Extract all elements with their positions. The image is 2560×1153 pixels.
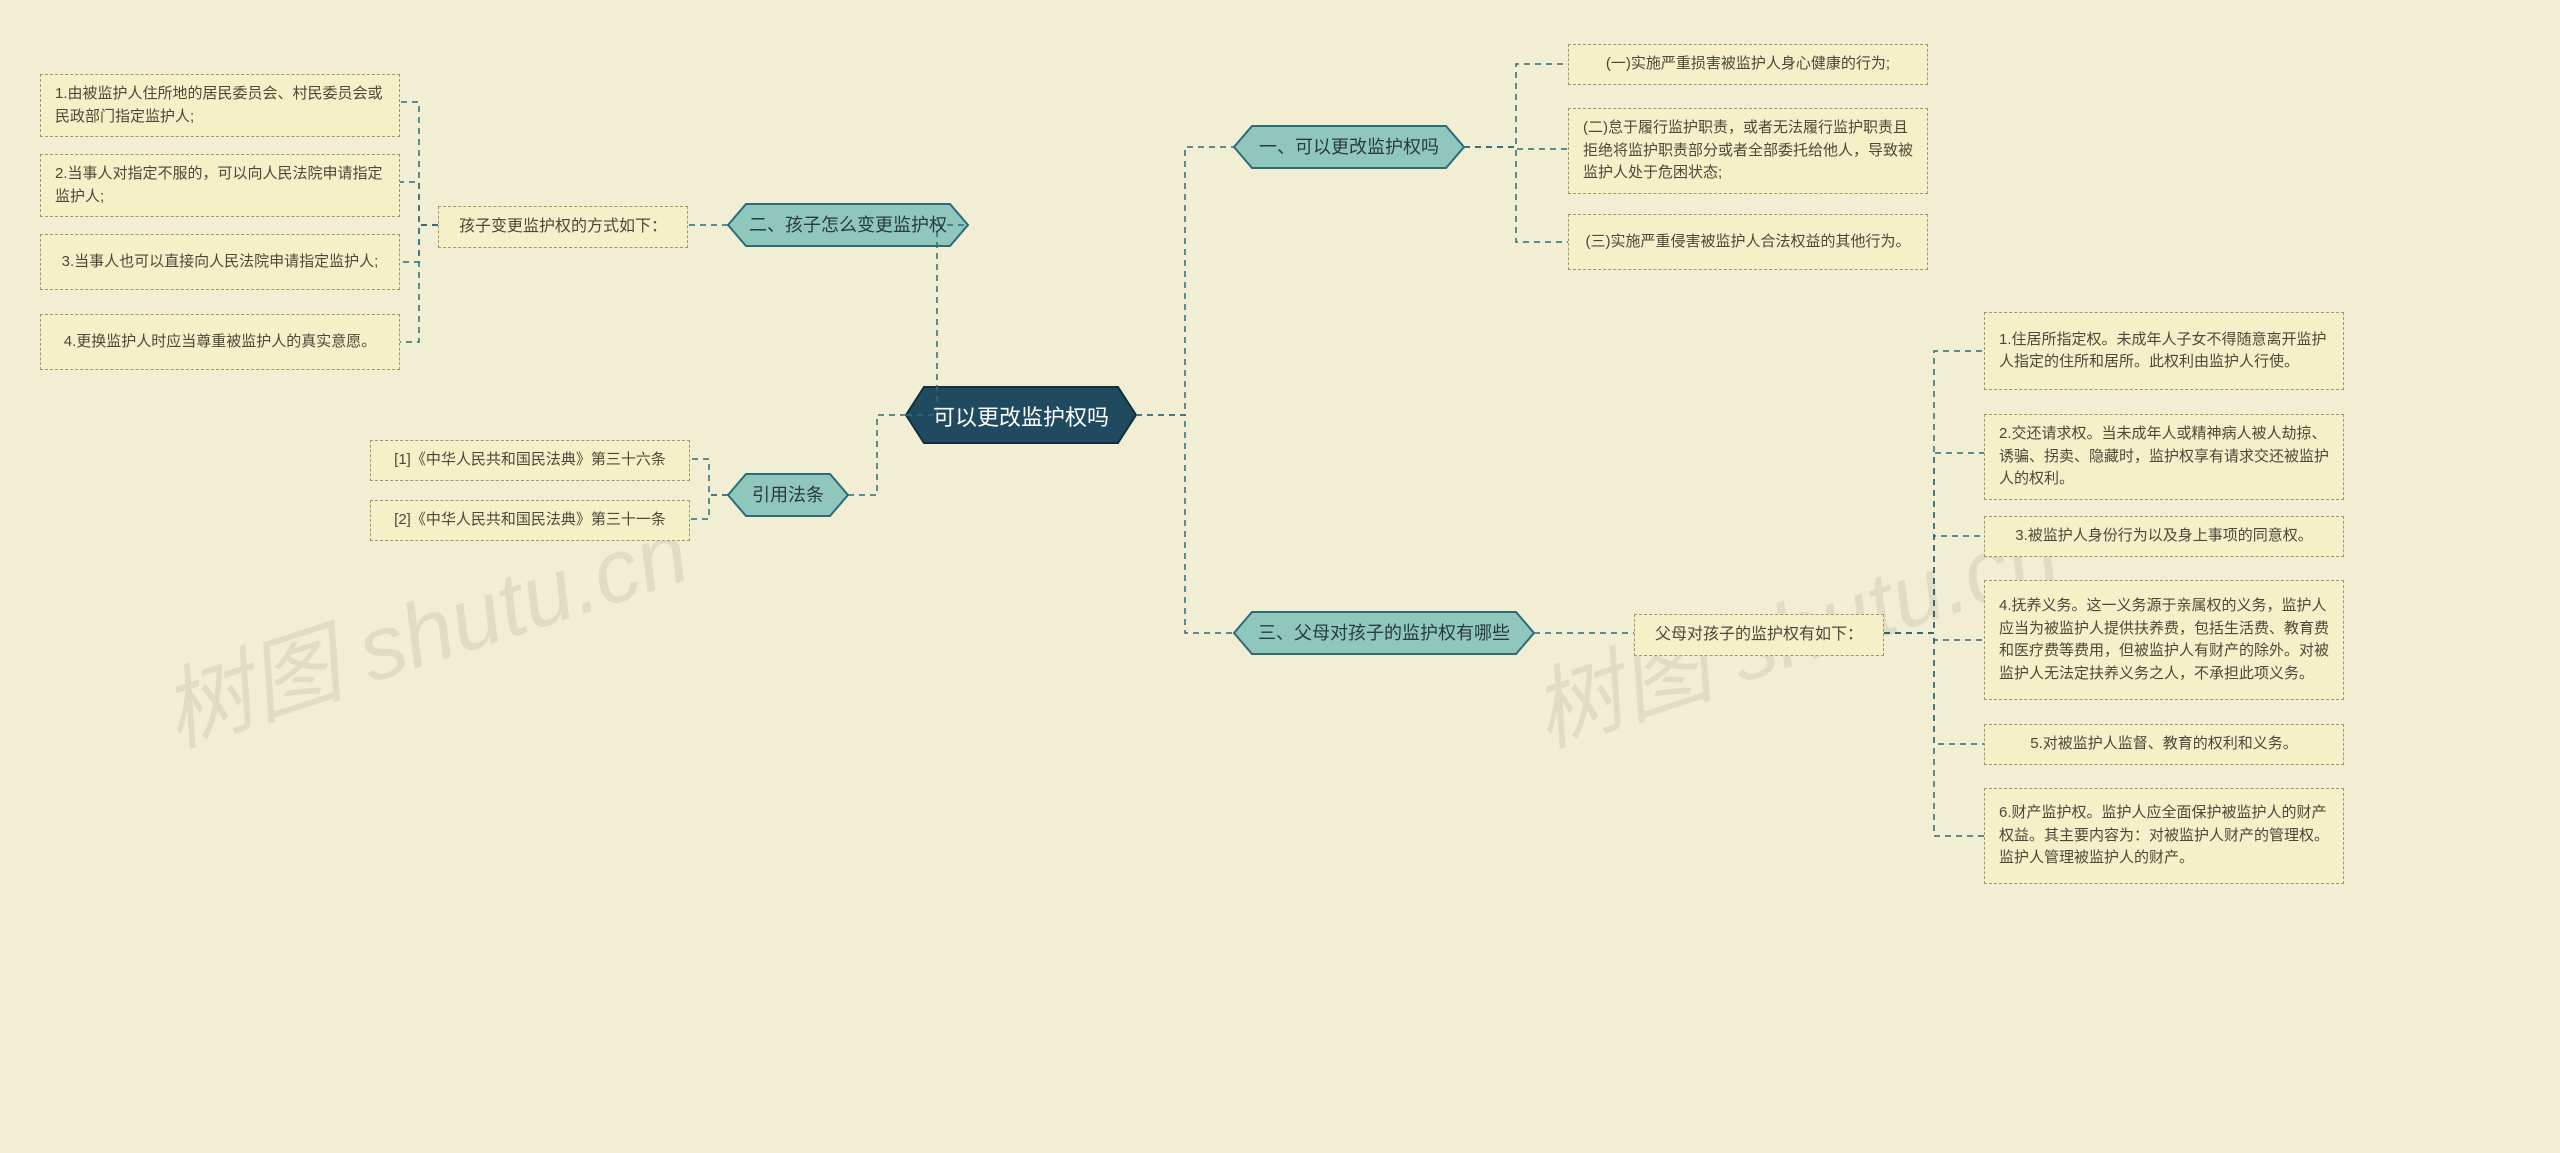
leaf-l0-2: 3.当事人也可以直接向人民法院申请指定监护人; bbox=[40, 234, 400, 290]
leaf-r1-1: 2.交还请求权。当未成年人或精神病人被人劫掠、诱骗、拐卖、隐藏时，监护权享有请求… bbox=[1984, 414, 2344, 500]
leaf-r0-2: (三)实施严重侵害被监护人合法权益的其他行为。 bbox=[1568, 214, 1928, 270]
sub-left-0: 孩子变更监护权的方式如下： bbox=[438, 206, 688, 248]
leaf-r1-0: 1.住居所指定权。未成年人子女不得随意离开监护人指定的住所和居所。此权利由监护人… bbox=[1984, 312, 2344, 390]
leaf-l0-0: 1.由被监护人住所地的居民委员会、村民委员会或民政部门指定监护人; bbox=[40, 74, 400, 137]
branch-right-0: 一、可以更改监护权吗 bbox=[1234, 126, 1464, 169]
leaf-r1-4: 5.对被监护人监督、教育的权利和义务。 bbox=[1984, 724, 2344, 765]
sub-right-1: 父母对孩子的监护权有如下： bbox=[1634, 614, 1884, 656]
leaf-l0-1: 2.当事人对指定不服的，可以向人民法院申请指定监护人; bbox=[40, 154, 400, 217]
branch-left-0: 二、孩子怎么变更监护权 bbox=[728, 204, 968, 247]
branch-left-1: 引用法条 bbox=[728, 474, 848, 517]
leaf-r0-1: (二)怠于履行监护职责，或者无法履行监护职责且拒绝将监护职责部分或者全部委托给他… bbox=[1568, 108, 1928, 194]
leaf-l1-1: [2]《中华人民共和国民法典》第三十一条 bbox=[370, 500, 690, 541]
leaf-l0-3: 4.更换监护人时应当尊重被监护人的真实意愿。 bbox=[40, 314, 400, 370]
mindmap-canvas: 树图 shutu.cn树图 shutu.cn可以更改监护权吗一、可以更改监护权吗… bbox=[0, 0, 2560, 1153]
leaf-r1-3: 4.抚养义务。这一义务源于亲属权的义务，监护人应当为被监护人提供扶养费，包括生活… bbox=[1984, 580, 2344, 700]
branch-right-1: 三、父母对孩子的监护权有哪些 bbox=[1234, 612, 1534, 655]
leaf-r1-2: 3.被监护人身份行为以及身上事项的同意权。 bbox=[1984, 516, 2344, 557]
root-node: 可以更改监护权吗 bbox=[906, 387, 1136, 448]
leaf-r0-0: (一)实施严重损害被监护人身心健康的行为; bbox=[1568, 44, 1928, 85]
leaf-l1-0: [1]《中华人民共和国民法典》第三十六条 bbox=[370, 440, 690, 481]
leaf-r1-5: 6.财产监护权。监护人应全面保护被监护人的财产权益。其主要内容为：对被监护人财产… bbox=[1984, 788, 2344, 884]
